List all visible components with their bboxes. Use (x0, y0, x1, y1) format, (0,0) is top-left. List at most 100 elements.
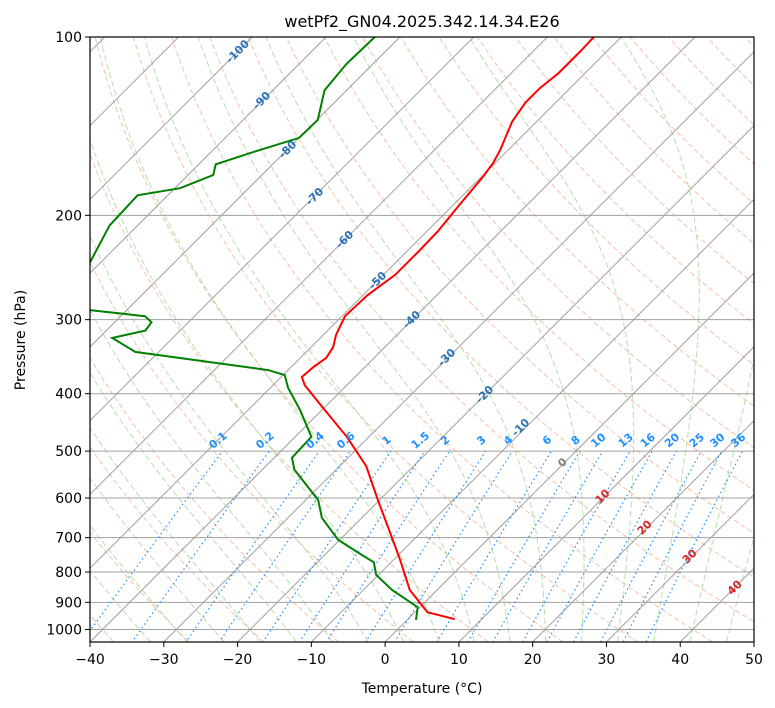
dry-adiabat (132, 37, 639, 642)
mixing-ratio-line (492, 450, 604, 642)
isotherm-line (90, 37, 327, 274)
adiabat-label: -90 (250, 89, 273, 112)
adiabat-label: -10 (509, 416, 532, 439)
x-tick-label: 0 (381, 652, 390, 668)
mixing-ratio-line (546, 450, 653, 642)
y-tick-label: 100 (55, 30, 82, 46)
mixing-ratio-line (185, 450, 320, 642)
mixing-ratio-line (393, 450, 513, 642)
mixing-ratio-label: 1 (380, 433, 394, 448)
dry-adiabat (629, 37, 754, 165)
isotherm-line (90, 37, 696, 642)
dry-adiabat (90, 531, 190, 642)
dry-adiabat (209, 37, 754, 623)
x-axis: −40 −30 −20 −10 0 10 20 30 40 50 (75, 642, 763, 668)
dry-adiabat (706, 37, 754, 87)
x-tick-label: −30 (149, 652, 179, 668)
dry-adiabat (476, 37, 754, 325)
moist-adiabat (726, 535, 754, 642)
mixing-ratio-label: 20 (662, 430, 682, 450)
dry-adiabat (94, 37, 564, 642)
x-tick-label: −10 (297, 652, 327, 668)
mixing-ratio-label: 3 (474, 433, 488, 448)
temperature-trace (300, 37, 595, 621)
y-tick-label: 800 (55, 565, 82, 581)
adiabat-label: 0 (555, 455, 570, 470)
background-lines (90, 37, 754, 642)
mixing-ratio-line (325, 450, 451, 642)
mixing-ratio-label: 30 (707, 430, 727, 450)
mixing-ratio-line (218, 450, 351, 642)
moist-adiabat (90, 308, 333, 642)
x-tick-label: −20 (223, 652, 253, 668)
dry-adiabat (171, 37, 713, 642)
isotherm-line (532, 419, 754, 642)
y-tick-label: 600 (55, 491, 82, 507)
y-tick-label: 400 (55, 387, 82, 403)
dry-adiabat (553, 37, 754, 245)
dry-adiabat (362, 37, 754, 449)
moist-adiabat (265, 37, 547, 642)
y-tick-label: 300 (55, 313, 82, 329)
mixing-ratio-label: 1.5 (409, 429, 432, 451)
dewpoint-trace (90, 37, 419, 621)
mixing-ratio-line (522, 450, 631, 642)
y-tick-label: 900 (55, 595, 82, 611)
moist-adiabat (143, 37, 475, 642)
adiabat-label: 10 (593, 486, 613, 506)
chart-title: wetPf2_GN04.2025.342.14.34.E26 (284, 12, 559, 32)
moist-adiabat (90, 477, 225, 642)
dry-adiabat (90, 356, 339, 642)
dry-adiabat (515, 37, 754, 285)
isotherm-line (310, 198, 754, 642)
plot-frame (89, 36, 755, 643)
mixing-ratio-label: 6 (540, 433, 554, 448)
y-tick-label: 700 (55, 531, 82, 547)
mixing-ratio-line (467, 450, 581, 642)
isotherm-line (90, 37, 548, 496)
mixing-ratio-label: 0.4 (303, 429, 327, 452)
dry-adiabat (438, 37, 754, 366)
isotherm-line (90, 37, 401, 348)
mixing-ratio-label: 25 (687, 431, 707, 451)
isotherm-line (384, 272, 754, 642)
y-axis: 100 200 300 400 500 600 700 800 900 1000 (46, 30, 90, 638)
moist-adiabat (99, 37, 440, 642)
mixing-ratio-line (622, 450, 723, 642)
mixing-ratio-label: 10 (588, 430, 608, 450)
x-tick-label: −40 (75, 652, 105, 668)
mixing-ratio-label: 0.2 (253, 429, 276, 451)
x-tick-label: 20 (524, 652, 542, 668)
mixing-ratio-line (364, 450, 487, 642)
mixing-ratio-line (131, 450, 270, 642)
dry-adiabat (90, 152, 489, 642)
isotherm-line (90, 37, 622, 569)
isotherm-line (606, 493, 754, 642)
x-tick-label: 40 (671, 652, 689, 668)
mixing-ratio-line (436, 450, 552, 642)
y-tick-label: 500 (55, 444, 82, 460)
moist-adiabat (90, 137, 405, 642)
dry-adiabat (90, 446, 265, 642)
moist-adiabat (620, 37, 700, 642)
profile-traces (90, 37, 595, 621)
isotherm-line (163, 51, 754, 642)
moist-adiabat (90, 426, 261, 642)
moist-adiabat (90, 234, 369, 642)
y-tick-label: 1000 (46, 622, 82, 638)
isotherm-line (458, 346, 754, 642)
x-tick-label: 50 (745, 652, 763, 668)
moist-adiabat (353, 37, 585, 642)
mixing-ratio-line (645, 450, 744, 642)
isotherm-line (753, 641, 754, 642)
mixing-ratio-line (599, 450, 702, 642)
mixing-ratio-label: 16 (638, 430, 658, 450)
adiabat-label: 30 (680, 546, 700, 566)
dry-adiabat (667, 37, 754, 126)
moist-adiabat (468, 37, 635, 642)
isotherm-line (90, 37, 253, 201)
isotherm-line (90, 37, 475, 422)
dry-adiabat (591, 37, 754, 205)
adiabat-label: 20 (635, 517, 655, 537)
